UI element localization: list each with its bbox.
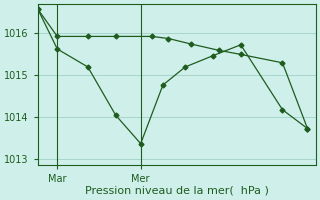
X-axis label: Pression niveau de la mer(  hPa ): Pression niveau de la mer( hPa ) xyxy=(85,186,269,196)
